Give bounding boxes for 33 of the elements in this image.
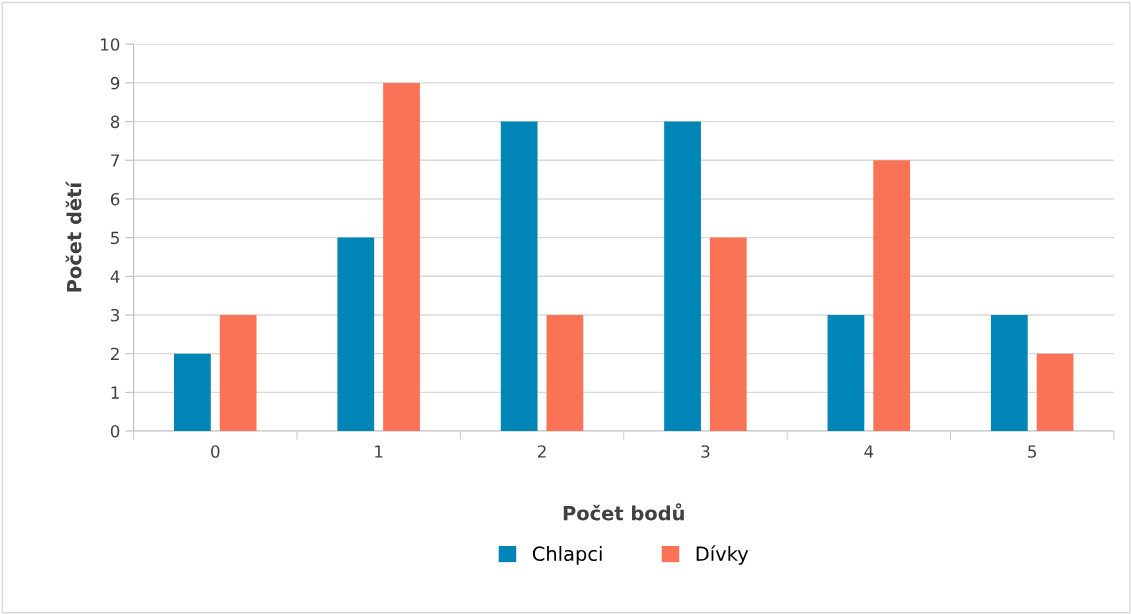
y-tick-label: 4 bbox=[110, 270, 120, 283]
x-axis-title: Počet bodů bbox=[563, 503, 684, 521]
y-tick-label: 5 bbox=[111, 231, 119, 245]
x-tick-label: 3 bbox=[701, 445, 710, 458]
y-axis-title: Počet dětí bbox=[65, 181, 82, 292]
y-tick-label: 7 bbox=[111, 154, 119, 167]
x-tick-label: 0 bbox=[211, 445, 220, 458]
bar bbox=[174, 353, 211, 432]
y-tick-label: 2 bbox=[111, 347, 119, 360]
bar bbox=[219, 314, 257, 432]
y-tick-label: 6 bbox=[110, 192, 120, 206]
y-tick-label: 0 bbox=[110, 424, 120, 438]
y-tick-label: 9 bbox=[110, 76, 120, 90]
legend-label: Dívky bbox=[696, 545, 749, 565]
y-tick-label: 10 bbox=[101, 38, 120, 51]
x-tick-label: 4 bbox=[864, 445, 874, 458]
y-tick-label: 1 bbox=[111, 386, 119, 399]
bar bbox=[990, 314, 1028, 432]
bar bbox=[873, 160, 911, 432]
bar bbox=[709, 237, 747, 432]
y-tick-label: 8 bbox=[110, 115, 120, 129]
x-tick-label: 5 bbox=[1028, 445, 1037, 458]
x-tick-label: 1 bbox=[375, 445, 383, 458]
y-tick-label: 3 bbox=[111, 308, 120, 322]
bar bbox=[827, 314, 865, 432]
bar bbox=[1036, 353, 1074, 432]
bar bbox=[337, 237, 375, 432]
bar bbox=[546, 314, 584, 432]
bar bbox=[500, 121, 538, 432]
bar bbox=[383, 82, 420, 432]
x-tick-label: 2 bbox=[537, 445, 546, 458]
legend-label: Chlapci bbox=[532, 546, 602, 565]
bar bbox=[664, 121, 701, 432]
